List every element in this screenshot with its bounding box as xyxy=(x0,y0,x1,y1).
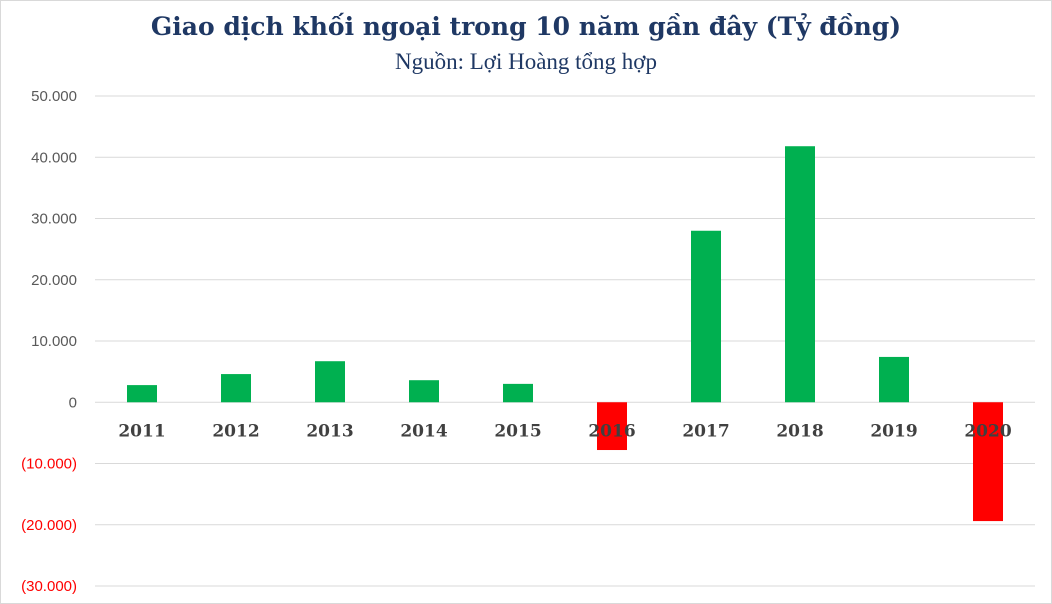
bar-2013 xyxy=(315,361,345,403)
x-tick-label: 2013 xyxy=(306,421,353,441)
x-tick-label: 2018 xyxy=(776,421,823,441)
x-tick-label: 2019 xyxy=(870,421,917,441)
x-tick-label: 2011 xyxy=(118,421,165,441)
gridlines xyxy=(95,95,1035,587)
bar-2014 xyxy=(409,380,439,403)
x-tick-label: 2014 xyxy=(400,421,447,441)
bar-2015 xyxy=(503,383,533,403)
chart-title: Giao dịch khối ngoại trong 10 năm gần đâ… xyxy=(150,12,902,41)
bar-2012 xyxy=(221,374,251,403)
bars xyxy=(127,146,1003,522)
chart-subtitle: Nguồn: Lợi Hoàng tổng hợp xyxy=(395,49,657,74)
y-tick-label: 40.000 xyxy=(31,149,77,166)
y-tick-label: 20.000 xyxy=(31,272,77,289)
y-tick-label: (10.000) xyxy=(21,456,77,473)
x-tick-label: 2017 xyxy=(682,421,729,441)
y-tick-label: (20.000) xyxy=(21,517,77,534)
bar-2011 xyxy=(127,385,157,403)
y-axis-ticks: 50.000 40.000 30.000 20.000 10.000 0 (10.000) (… xyxy=(21,88,77,595)
bar-2019 xyxy=(879,356,909,403)
x-tick-label: 2015 xyxy=(494,421,541,441)
bar-2020 xyxy=(973,402,1003,522)
bar-2018 xyxy=(785,146,815,403)
x-axis-ticks: 2011 2012 2013 2014 2015 2016 2017 2018 2019 2020 xyxy=(118,421,1011,441)
x-tick-label: 2012 xyxy=(212,421,259,441)
y-tick-label: 50.000 xyxy=(31,88,77,105)
y-tick-label: 0 xyxy=(69,394,77,411)
y-tick-label: (30.000) xyxy=(21,578,77,595)
y-tick-label: 30.000 xyxy=(31,211,77,228)
y-tick-label: 10.000 xyxy=(31,333,77,350)
x-tick-label: 2016 xyxy=(588,421,635,441)
bar-2016 xyxy=(597,402,627,451)
x-tick-label: 2020 xyxy=(964,421,1011,441)
bar-2017 xyxy=(691,230,721,403)
